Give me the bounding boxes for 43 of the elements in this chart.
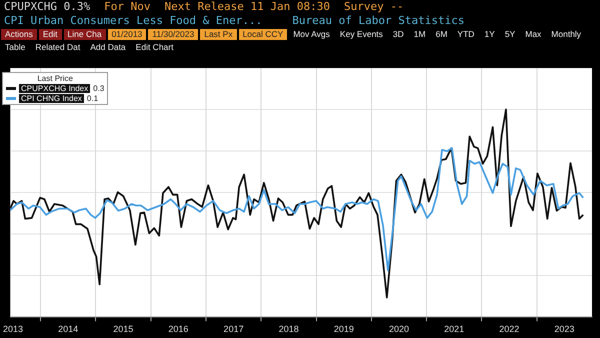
text: Line Cha [64, 29, 106, 40]
text: 3D [392, 29, 405, 40]
x-tick-label: 2019 [334, 324, 354, 334]
x-tick-label: 2018 [278, 324, 299, 334]
x-tick-label: 2021 [444, 324, 464, 334]
text: 6M [434, 29, 448, 40]
text: 0.3 [93, 84, 104, 93]
text: Next Release 11 Jan 08:30 [164, 0, 330, 13]
legend-label: CPI CHNG Index [19, 94, 84, 103]
text: 1Y [483, 29, 496, 40]
text: Mov Avgs [292, 29, 331, 40]
text: YTD [456, 29, 476, 40]
chart-title: CPI Urban Consumers Less Food & Ener... [4, 14, 262, 27]
text: Edit [38, 29, 62, 40]
text: 1M [412, 29, 427, 40]
text: Survey -- [344, 0, 404, 13]
text: 0.1 [86, 94, 98, 103]
x-tick-label: 2013 [2, 324, 24, 334]
x-tick-label: 2020 [388, 324, 410, 334]
text: Monthly [550, 29, 582, 40]
text: Last Px [200, 29, 237, 40]
x-tick-label: 2022 [499, 324, 520, 334]
text: 01/2013 [108, 29, 146, 40]
text: Actions [1, 29, 37, 40]
text: CPUPXCHG 0.3% [4, 0, 90, 13]
x-tick-label: 2014 [58, 324, 78, 334]
x-tick-label: 2015 [113, 324, 134, 334]
text: 5Y [504, 29, 516, 40]
x-tick-label: 2023 [554, 324, 574, 334]
text: Local CCY [238, 29, 288, 40]
text: Max [524, 29, 542, 40]
legend-label: CPUPXCHG Index [19, 84, 90, 93]
text: 11/30/2023 [148, 29, 198, 40]
chart-subtitle: Bureau of Labor Statistics [292, 14, 464, 27]
text: Related Dat [34, 42, 82, 53]
text: Add Data [89, 42, 127, 53]
legend-title: Last Price [36, 74, 74, 83]
x-tick-label: 2017 [224, 324, 244, 334]
text: Key Events [338, 29, 384, 40]
text: For Nov [104, 0, 150, 13]
text: Edit Chart [134, 42, 174, 53]
x-tick-label: 2016 [168, 324, 188, 334]
text: Table [4, 42, 26, 53]
